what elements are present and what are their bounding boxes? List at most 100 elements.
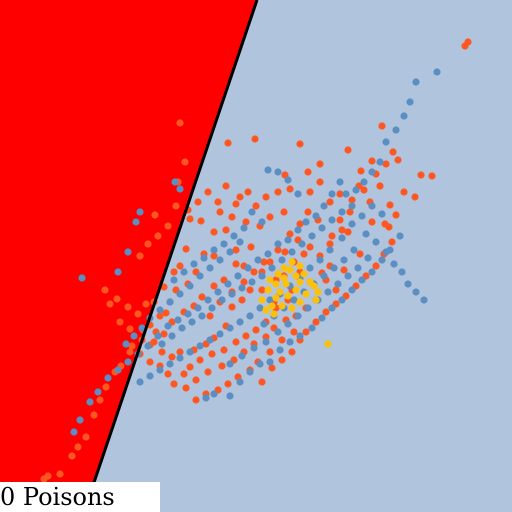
class-b-point	[284, 236, 292, 244]
poison-points-point	[296, 278, 304, 286]
class-a-point	[150, 338, 158, 346]
class-b-point	[236, 318, 244, 326]
class-a-point	[210, 252, 218, 260]
class-b-point	[358, 276, 366, 284]
class-a-point	[134, 310, 142, 318]
class-b-point	[342, 190, 350, 198]
class-b-point	[340, 256, 348, 264]
class-a-point	[160, 330, 168, 338]
class-a-point	[146, 358, 154, 366]
class-a-point	[260, 258, 268, 266]
class-a-point	[336, 190, 344, 198]
class-b-point	[178, 324, 186, 332]
poison-points-point	[280, 264, 288, 272]
class-a-point	[240, 278, 248, 286]
class-b-point	[350, 246, 358, 254]
class-b-point	[176, 354, 184, 362]
class-a-point	[328, 232, 336, 240]
class-a-point	[181, 158, 189, 166]
class-b-point	[226, 324, 234, 332]
class-a-point	[266, 258, 274, 266]
class-a-point	[392, 211, 400, 219]
class-b-point	[154, 332, 162, 340]
class-b-point	[262, 338, 270, 346]
class-b-point	[338, 234, 346, 242]
class-a-point	[304, 208, 312, 216]
class-b-point	[164, 322, 172, 330]
class-b-point	[176, 185, 184, 193]
class-b-point	[362, 230, 370, 238]
class-a-point	[290, 328, 298, 336]
class-a-point	[274, 246, 282, 254]
class-b-point	[318, 314, 326, 322]
class-a-point	[381, 220, 389, 228]
class-b-point	[76, 416, 84, 424]
class-a-point	[142, 300, 150, 308]
class-b-point	[264, 250, 272, 258]
class-b-point	[186, 282, 194, 290]
class-b-point	[208, 304, 216, 312]
class-a-point	[322, 308, 330, 316]
class-b-point	[166, 360, 174, 368]
poison-points-point	[324, 340, 332, 348]
class-b-point	[238, 284, 246, 292]
class-b-point	[278, 256, 286, 264]
poison-points-point	[272, 294, 280, 302]
class-a-point	[326, 198, 334, 206]
class-b-point	[171, 178, 179, 186]
class-a-point	[176, 119, 184, 127]
poison-points-point	[312, 296, 320, 304]
class-b-point	[174, 316, 182, 324]
class-b-point	[224, 280, 232, 288]
class-a-point	[164, 370, 172, 378]
decision-region	[0, 0, 257, 512]
class-b-point	[214, 288, 222, 296]
class-b-point	[266, 358, 274, 366]
class-a-point	[400, 188, 408, 196]
class-b-point	[146, 372, 154, 380]
class-a-point	[151, 211, 159, 219]
class-a-point	[428, 172, 436, 180]
class-b-point	[166, 298, 174, 306]
class-b-point	[230, 232, 238, 240]
class-a-point	[208, 350, 216, 358]
class-a-point	[368, 218, 376, 226]
class-b-point	[412, 288, 420, 296]
class-b-point	[234, 272, 242, 280]
class-a-point	[286, 185, 294, 193]
class-a-point	[144, 240, 152, 248]
class-b-point	[156, 306, 164, 314]
data-points	[40, 38, 472, 483]
class-b-point	[248, 208, 256, 216]
poison-points-point	[292, 272, 300, 280]
class-b-point	[138, 324, 146, 332]
poison-count-label: 0 Poisons	[0, 482, 160, 512]
class-a-point	[258, 378, 266, 386]
class-b-point	[254, 256, 262, 264]
class-a-point	[224, 380, 232, 388]
class-a-point	[154, 232, 162, 240]
class-a-point	[252, 202, 260, 210]
poison-points-point	[288, 258, 296, 266]
class-b-point	[132, 218, 140, 226]
class-a-point	[251, 135, 259, 143]
class-a-point	[198, 293, 206, 301]
class-a-point	[266, 213, 274, 221]
class-a-point	[182, 245, 190, 253]
class-b-point	[260, 320, 268, 328]
class-a-point	[262, 193, 270, 201]
class-b-point	[186, 348, 194, 356]
class-b-point	[404, 280, 412, 288]
class-b-point	[198, 312, 206, 320]
class-a-point	[218, 362, 226, 370]
class-a-point	[302, 328, 310, 336]
class-a-point	[156, 312, 164, 320]
class-b-point	[378, 256, 386, 264]
class-b-point	[400, 112, 408, 120]
class-a-point	[164, 222, 172, 230]
class-a-point	[116, 318, 124, 326]
class-a-point	[376, 182, 384, 190]
class-b-point	[294, 312, 302, 320]
class-a-point	[106, 300, 114, 308]
